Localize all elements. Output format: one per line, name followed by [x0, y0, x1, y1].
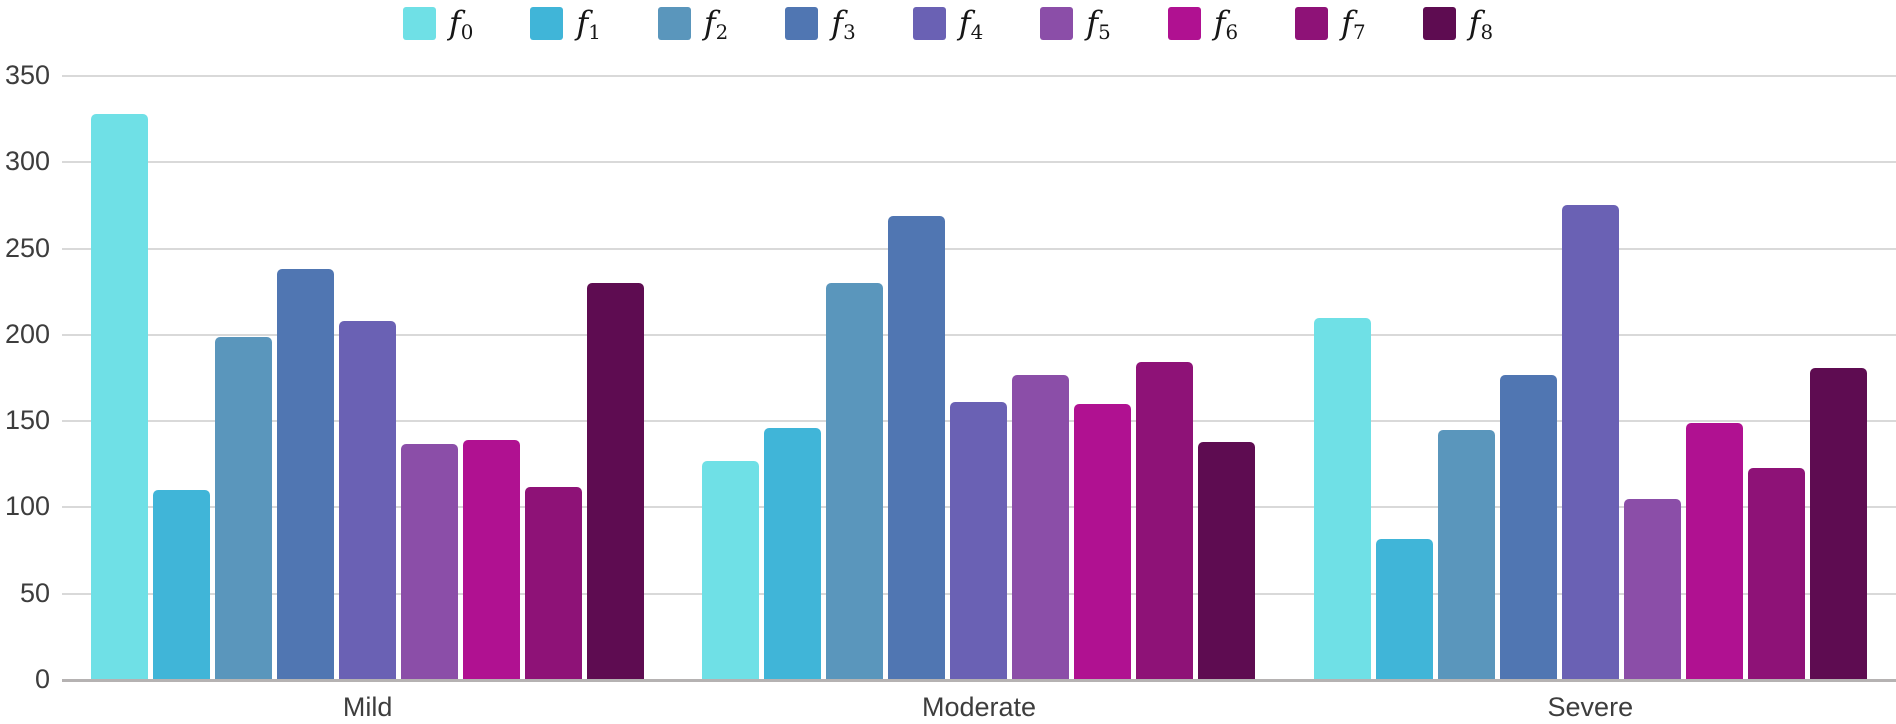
- bar-mild-f4[interactable]: [339, 321, 397, 680]
- y-tick-label-300: 300: [4, 146, 50, 177]
- legend-swatch-f6: [1167, 6, 1201, 40]
- bar-severe-f0[interactable]: [1313, 317, 1371, 680]
- y-tick-label-50: 50: [19, 577, 50, 608]
- x-category-label-moderate: Moderate: [921, 692, 1037, 722]
- bar-mild-f8[interactable]: [587, 283, 645, 680]
- bar-moderate-f6[interactable]: [1074, 403, 1132, 680]
- legend-label-f4: f4: [958, 4, 984, 44]
- bar-moderate-f2[interactable]: [826, 283, 884, 680]
- bar-mild-f1[interactable]: [153, 490, 211, 680]
- legend-label-f2: f2: [703, 4, 729, 44]
- gridline-350: [62, 75, 1896, 77]
- legend-item-f4[interactable]: f4: [912, 4, 984, 44]
- legend-swatch-f3: [785, 6, 819, 40]
- y-tick-label-100: 100: [4, 491, 50, 522]
- bar-severe-f8[interactable]: [1809, 367, 1867, 680]
- bar-mild-f6[interactable]: [463, 440, 521, 680]
- legend: f0 f1 f2 f3 f4 f5 f6 f7 f8: [0, 2, 1896, 44]
- legend-swatch-f7: [1295, 6, 1329, 40]
- bar-moderate-f1[interactable]: [764, 428, 822, 680]
- legend-swatch-f5: [1040, 6, 1074, 40]
- bar-mild-f2[interactable]: [215, 336, 273, 680]
- bar-mild-f7[interactable]: [525, 486, 583, 680]
- bar-group-mild: Mild: [62, 76, 673, 721]
- x-category-label-severe: Severe: [1547, 692, 1634, 722]
- bar-severe-f4[interactable]: [1561, 205, 1619, 680]
- legend-label-f3: f3: [831, 4, 856, 44]
- bar-moderate-f0[interactable]: [702, 460, 760, 680]
- bar-group-moderate: Moderate: [673, 76, 1284, 721]
- bar-severe-f7[interactable]: [1747, 467, 1805, 680]
- bar-mild-f5[interactable]: [401, 443, 459, 680]
- bar-moderate-f8[interactable]: [1198, 441, 1256, 680]
- bar-moderate-f3[interactable]: [888, 215, 946, 680]
- plot-area: Mild Moderate Severe: [62, 75, 1896, 721]
- x-axis-line: [62, 679, 1896, 682]
- bar-severe-f1[interactable]: [1375, 538, 1433, 680]
- bar-mild-f0[interactable]: [91, 113, 149, 680]
- legend-label-f0: f0: [448, 4, 474, 44]
- gridline-300: [62, 161, 1896, 164]
- x-category-label-mild: Mild: [342, 692, 393, 722]
- legend-swatch-f2: [657, 6, 691, 40]
- legend-swatch-f1: [530, 6, 564, 40]
- bar-mild-f3[interactable]: [277, 269, 335, 680]
- bar-groups: Mild Moderate Severe: [62, 76, 1896, 721]
- y-axis: 0 50 100 150 200 250 300 350: [0, 62, 50, 693]
- legend-item-f5[interactable]: f5: [1040, 4, 1111, 44]
- bar-moderate-f4[interactable]: [950, 402, 1008, 680]
- bar-moderate-f7[interactable]: [1136, 362, 1194, 680]
- legend-label-f7: f7: [1341, 4, 1366, 44]
- legend-label-f6: f6: [1213, 4, 1239, 44]
- bar-moderate-f5[interactable]: [1012, 374, 1070, 680]
- legend-item-f2[interactable]: f2: [657, 4, 729, 44]
- legend-item-f6[interactable]: f6: [1167, 4, 1239, 44]
- bar-severe-f2[interactable]: [1437, 429, 1495, 680]
- legend-item-f7[interactable]: f7: [1295, 4, 1366, 44]
- legend-label-f8: f8: [1468, 4, 1494, 44]
- y-tick-label-350: 350: [4, 60, 50, 90]
- bar-group-severe: Severe: [1285, 76, 1896, 721]
- gridline-200: [62, 333, 1896, 336]
- y-tick-label-150: 150: [4, 405, 50, 436]
- legend-item-f0[interactable]: f0: [402, 4, 474, 44]
- gridline-250: [62, 247, 1896, 250]
- bar-severe-f3[interactable]: [1499, 374, 1557, 680]
- legend-item-f3[interactable]: f3: [785, 4, 856, 44]
- y-tick-label-0: 0: [34, 664, 50, 694]
- bar-severe-f6[interactable]: [1685, 422, 1743, 680]
- legend-item-f1[interactable]: f1: [530, 4, 601, 44]
- y-tick-label-200: 200: [4, 318, 50, 349]
- legend-swatch-f8: [1422, 6, 1456, 40]
- legend-swatch-f0: [402, 6, 436, 40]
- legend-item-f8[interactable]: f8: [1422, 4, 1494, 44]
- bar-severe-f5[interactable]: [1623, 498, 1681, 680]
- legend-label-f1: f1: [576, 4, 601, 44]
- y-tick-label-250: 250: [4, 232, 50, 263]
- legend-label-f5: f5: [1086, 4, 1111, 44]
- legend-swatch-f4: [912, 6, 946, 40]
